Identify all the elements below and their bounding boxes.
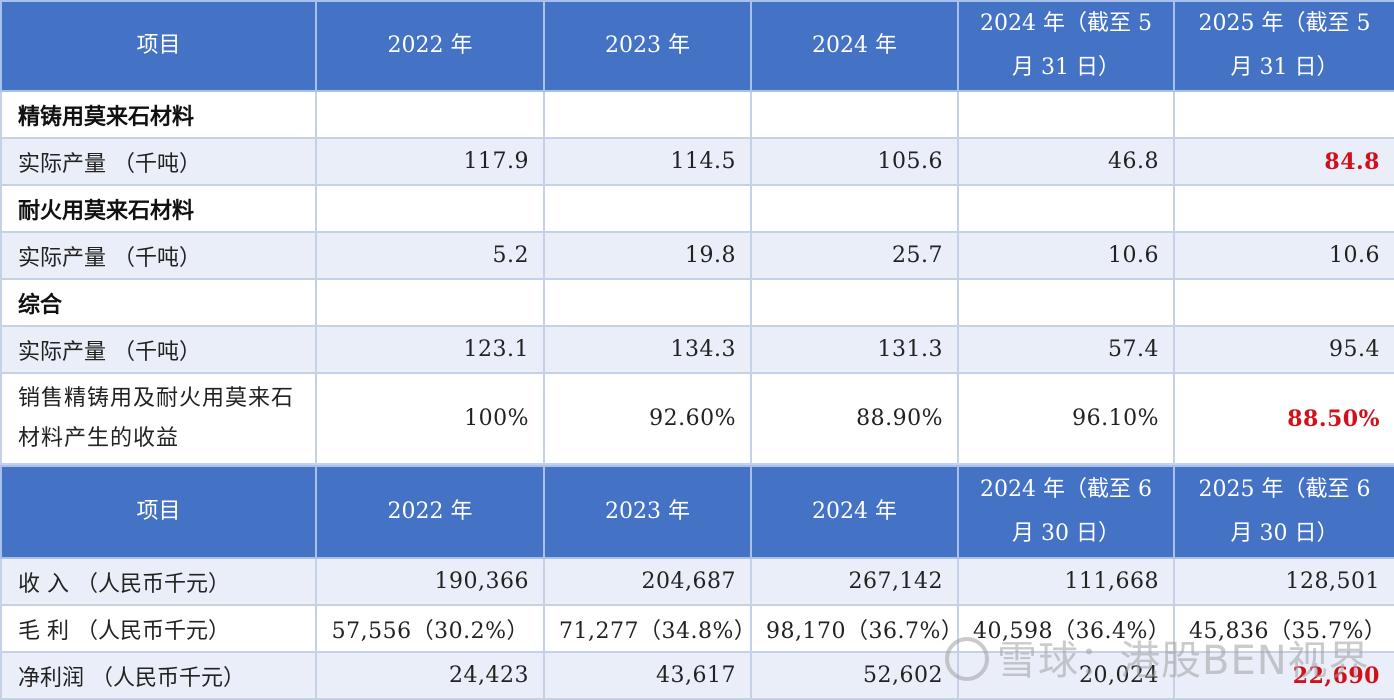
header-row: 项目 2022 年 2023 年 2024 年 2024 年（截至 5 月 31… xyxy=(0,0,1394,92)
net-profit-row: 净利润 （人民币千元） 24,423 43,617 52,602 20,024 … xyxy=(0,651,1394,700)
value-cell: 25.7 xyxy=(750,231,959,280)
value-cell: 45,836（35.7%） xyxy=(1173,604,1394,653)
empty-cell xyxy=(1173,184,1394,233)
value-cell: 204,687 xyxy=(543,557,752,606)
table-row: 实际产量 （千吨） 117.9 114.5 105.6 46.8 84.8 xyxy=(0,137,1394,186)
value-cell: 128,501 xyxy=(1173,557,1394,606)
value-cell: 131.3 xyxy=(750,325,959,374)
row-label: 收 入 （人民币千元） xyxy=(0,557,317,606)
table-row: 实际产量 （千吨） 5.2 19.8 25.7 10.6 10.6 xyxy=(0,231,1394,280)
row-label: 毛 利 （人民币千元） xyxy=(0,604,317,653)
empty-cell xyxy=(543,184,752,233)
value-cell: 100% xyxy=(315,372,545,465)
empty-cell xyxy=(543,278,752,327)
value-cell: 98,170（36.7%） xyxy=(750,604,959,653)
row-label: 实际产量 （千吨） xyxy=(0,137,317,186)
value-cell: 117.9 xyxy=(315,137,545,186)
value-cell: 5.2 xyxy=(315,231,545,280)
value-cell: 10.6 xyxy=(957,231,1175,280)
empty-cell xyxy=(315,90,545,139)
empty-cell xyxy=(1173,278,1394,327)
empty-cell xyxy=(543,90,752,139)
value-cell: 96.10% xyxy=(957,372,1175,465)
header-2024-ytd: 2024 年（截至 5 月 31 日） xyxy=(957,0,1175,92)
section-row: 耐火用莫来石材料 xyxy=(0,184,1394,233)
value-cell: 43,617 xyxy=(543,651,752,700)
section-row: 综合 xyxy=(0,278,1394,327)
empty-cell xyxy=(750,184,959,233)
empty-cell xyxy=(750,90,959,139)
row-label: 销售精铸用及耐火用莫来石材料产生的收益 xyxy=(0,372,317,465)
gross-profit-row: 毛 利 （人民币千元） 57,556（30.2%） 71,277（34.8%） … xyxy=(0,604,1394,653)
highlighted-value-cell: 22,690 xyxy=(1173,651,1394,700)
value-cell: 114.5 xyxy=(543,137,752,186)
value-cell: 105.6 xyxy=(750,137,959,186)
value-cell: 71,277（34.8%） xyxy=(543,604,752,653)
header-2025-h1: 2025 年（截至 6 月 30 日） xyxy=(1173,465,1394,559)
value-cell: 267,142 xyxy=(750,557,959,606)
section-label: 综合 xyxy=(0,278,317,327)
empty-cell xyxy=(957,184,1175,233)
empty-cell xyxy=(750,278,959,327)
value-cell: 134.3 xyxy=(543,325,752,374)
row-label: 实际产量 （千吨） xyxy=(0,231,317,280)
header-item: 项目 xyxy=(0,465,317,559)
value-cell: 24,423 xyxy=(315,651,545,700)
empty-cell xyxy=(957,90,1175,139)
table-row: 实际产量 （千吨） 123.1 134.3 131.3 57.4 95.4 xyxy=(0,325,1394,374)
value-cell: 92.60% xyxy=(543,372,752,465)
header-2024: 2024 年 xyxy=(750,465,959,559)
value-cell: 19.8 xyxy=(543,231,752,280)
value-cell: 111,668 xyxy=(957,557,1175,606)
value-cell: 57.4 xyxy=(957,325,1175,374)
value-cell: 52,602 xyxy=(750,651,959,700)
empty-cell xyxy=(957,278,1175,327)
value-cell: 123.1 xyxy=(315,325,545,374)
financials-table: 项目 2022 年 2023 年 2024 年 2024 年（截至 6 月 30… xyxy=(0,465,1394,700)
empty-cell xyxy=(315,184,545,233)
header-item: 项目 xyxy=(0,0,317,92)
section-label: 精铸用莫来石材料 xyxy=(0,90,317,139)
value-cell: 57,556（30.2%） xyxy=(315,604,545,653)
header-2023: 2023 年 xyxy=(543,0,752,92)
value-cell: 46.8 xyxy=(957,137,1175,186)
header-2022: 2022 年 xyxy=(315,465,545,559)
highlighted-value-cell: 84.8 xyxy=(1173,137,1394,186)
table-row: 销售精铸用及耐火用莫来石材料产生的收益 100% 92.60% 88.90% 9… xyxy=(0,372,1394,465)
row-label: 净利润 （人民币千元） xyxy=(0,651,317,700)
empty-cell xyxy=(1173,90,1394,139)
header-2024: 2024 年 xyxy=(750,0,959,92)
value-cell: 88.90% xyxy=(750,372,959,465)
value-cell: 95.4 xyxy=(1173,325,1394,374)
revenue-row: 收 入 （人民币千元） 190,366 204,687 267,142 111,… xyxy=(0,557,1394,606)
empty-cell xyxy=(315,278,545,327)
header-2024-h1: 2024 年（截至 6 月 30 日） xyxy=(957,465,1175,559)
header-2025-ytd: 2025 年（截至 5 月 31 日） xyxy=(1173,0,1394,92)
value-cell: 40,598（36.4%） xyxy=(957,604,1175,653)
value-cell: 20,024 xyxy=(957,651,1175,700)
section-label: 耐火用莫来石材料 xyxy=(0,184,317,233)
section-row: 精铸用莫来石材料 xyxy=(0,90,1394,139)
value-cell: 10.6 xyxy=(1173,231,1394,280)
highlighted-value-cell: 88.50% xyxy=(1173,372,1394,465)
production-table: 项目 2022 年 2023 年 2024 年 2024 年（截至 5 月 31… xyxy=(0,0,1394,465)
header-2023: 2023 年 xyxy=(543,465,752,559)
header-row: 项目 2022 年 2023 年 2024 年 2024 年（截至 6 月 30… xyxy=(0,465,1394,559)
row-label: 实际产量 （千吨） xyxy=(0,325,317,374)
header-2022: 2022 年 xyxy=(315,0,545,92)
value-cell: 190,366 xyxy=(315,557,545,606)
